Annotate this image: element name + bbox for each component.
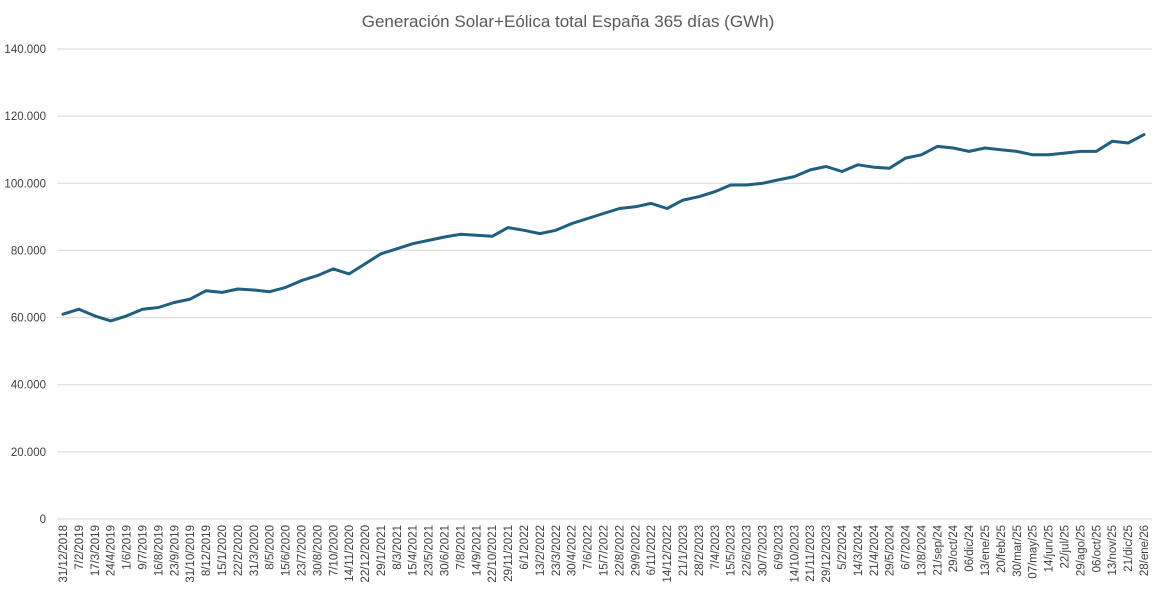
x-tick-label: 15/1/2020 [217,525,229,576]
x-tick-label: 13/ene/25 [980,525,992,576]
x-tick-label: 13/2/2022 [535,525,547,576]
x-tick-label: 8/3/2021 [392,525,404,570]
x-tick-label: 28/ene/26 [1139,525,1151,576]
x-tick-label: 23/7/2020 [296,525,308,576]
y-tick-label: 40.000 [11,380,46,392]
x-tick-label: 14/12/2022 [662,525,674,583]
x-tick-label: 30/7/2023 [757,525,769,576]
x-tick-label: 5/2/2024 [837,524,849,569]
x-tick-label: 22/8/2022 [614,525,626,576]
x-tick-label: 7/6/2022 [583,525,595,570]
y-tick-label: 20.000 [11,447,46,459]
x-tick-label: 29/11/2021 [503,525,515,582]
y-tick-label: 100.000 [4,178,46,190]
x-tick-label: 21/11/2023 [805,525,817,582]
x-tick-label: 7/10/2020 [328,525,340,576]
x-tick-label: 15/7/2022 [599,525,611,576]
x-tick-label: 29/12/2023 [821,525,833,583]
x-tick-label: 7/4/2023 [710,525,722,570]
chart-title: Generación Solar+Eólica total España 365… [361,12,775,31]
x-tick-label: 17/3/2019 [90,525,102,576]
x-tick-label: 14/3/2024 [853,524,865,576]
x-tick-label: 06/dic/24 [964,524,976,571]
x-tick-label: 24/4/2019 [106,525,118,576]
x-tick-label: 31/10/2019 [185,525,197,583]
y-tick-label: 80.000 [11,245,46,257]
x-tick-label: 9/7/2019 [137,525,149,570]
x-tick-label: 6/1/2022 [519,525,531,570]
y-tick-label: 0 [40,514,46,526]
x-tick-label: 29/ago/25 [1075,525,1087,576]
x-tick-label: 13/8/2024 [916,524,928,576]
x-tick-label: 1/6/2019 [122,525,134,570]
x-tick-label: 22/jul/25 [1060,525,1072,568]
x-tick-label: 22/10/2021 [487,525,499,583]
x-tick-label: 23/3/2022 [551,525,563,576]
x-tick-label: 28/2/2023 [694,525,706,576]
series-line [61,133,1146,323]
x-tick-label: 21/dic/25 [1123,525,1135,572]
x-tick-label: 21/4/2024 [869,524,881,576]
x-tick-label: 22/12/2020 [360,525,372,583]
y-tick-label: 60.000 [11,313,46,325]
x-tick-label: 29/oct/24 [948,524,960,572]
gridlines [57,48,1152,453]
x-tick-label: 20/feb/25 [996,525,1008,573]
x-tick-label: 29/1/2021 [376,525,388,576]
y-tick-label: 120.000 [4,111,46,123]
x-tick-label: 6/9/2023 [773,525,785,570]
x-tick-label: 14/9/2021 [471,525,483,576]
x-tick-label: 31/12/2018 [58,525,70,583]
x-tick-label: 15/4/2021 [408,525,420,576]
x-tick-label: 6/11/2022 [646,525,658,575]
x-tick-label: 14/11/2020 [344,525,356,582]
x-tick-label: 22/2/2020 [233,525,245,576]
y-axis-tick-labels: 0 20.000 40.000 60.000 80.000 100.000 120.000 1… [4,44,46,526]
x-tick-label: 6/7/2024 [901,524,913,569]
x-tick-label: 8/12/2019 [201,525,213,576]
x-tick-label: 15/5/2023 [726,525,738,576]
x-tick-label: 14/10/2023 [789,525,801,583]
x-tick-label: 30/mar/25 [1012,525,1024,577]
x-tick-label: 16/8/2019 [153,525,165,576]
x-tick-label: 30/4/2022 [567,525,579,576]
x-tick-label: 06/oct/25 [1091,525,1103,572]
x-tick-label: 14/jun/25 [1044,525,1056,572]
x-tick-label: 23/9/2019 [169,525,181,576]
x-tick-label: 31/3/2020 [249,525,261,576]
x-tick-label: 13/nov/25 [1107,525,1119,576]
x-tick-label: 29/5/2024 [885,524,897,576]
x-tick-label: 07/may/25 [1028,525,1040,579]
x-tick-label: 30/8/2020 [312,525,324,576]
x-tick-label: 8/5/2020 [265,525,277,570]
x-tick-label: 7/2/2019 [74,525,86,570]
x-tick-label: 7/8/2021 [455,525,467,570]
x-tick-label: 21/1/2023 [678,525,690,576]
x-axis-tick-labels: 31/12/2018 7/2/2019 17/3/2019 24/4/2019 1/6/… [58,524,1151,582]
x-tick-label: 15/6/2020 [281,525,293,576]
y-tick-label: 140.000 [4,44,46,56]
x-tick-label: 21/sep/24 [932,524,944,575]
x-tick-label: 22/6/2023 [742,525,754,576]
x-tick-label: 23/5/2021 [424,525,436,576]
x-tick-label: 29/9/2022 [630,525,642,576]
x-tick-label: 30/6/2021 [440,525,452,576]
